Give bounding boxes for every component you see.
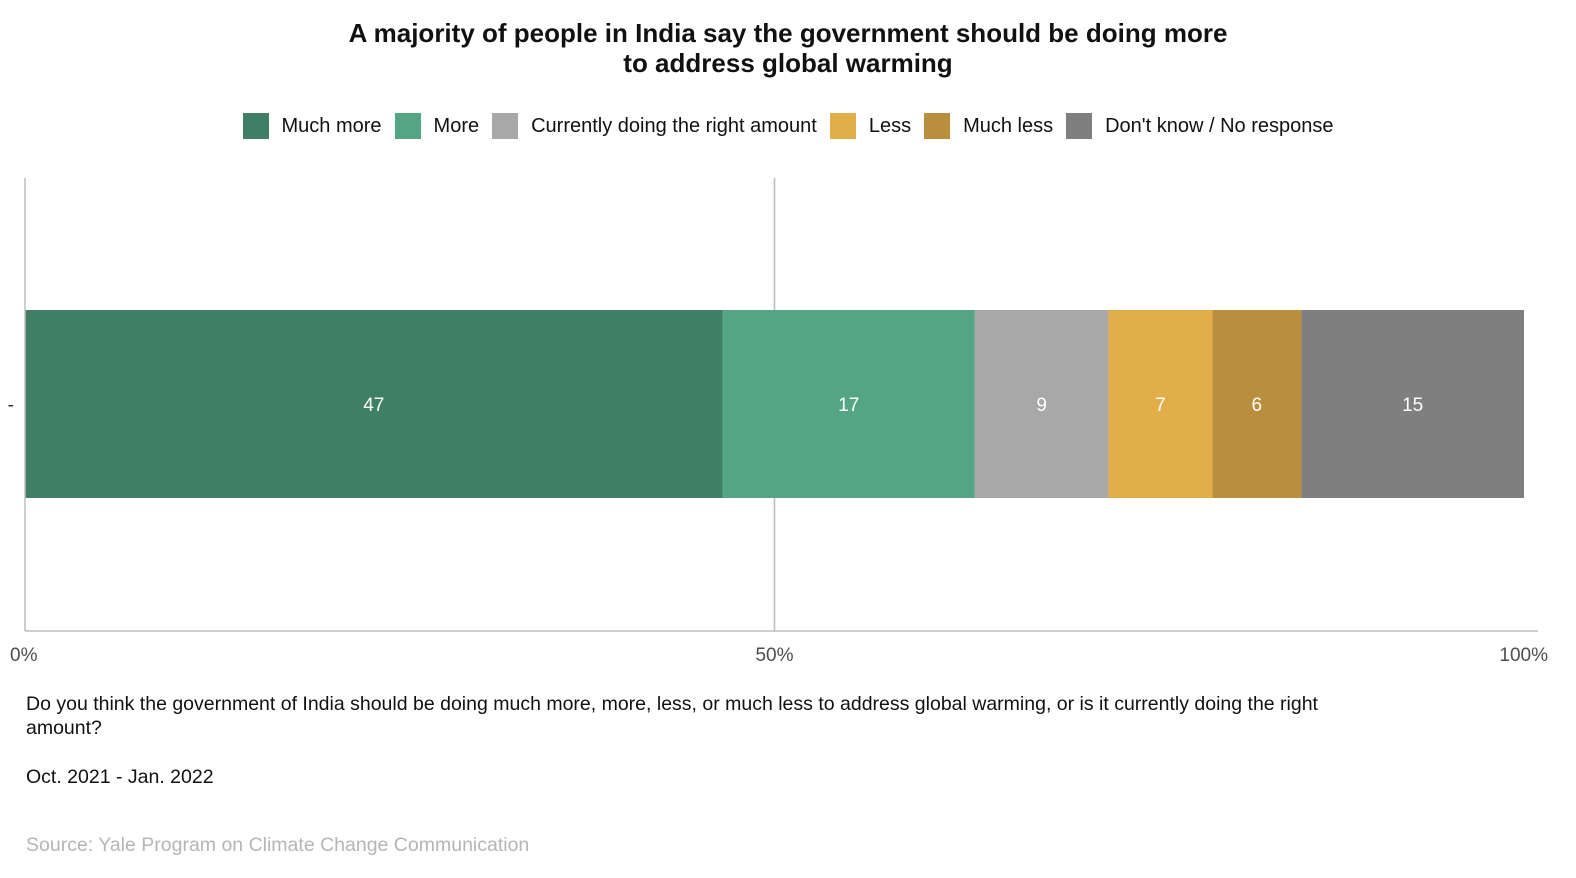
- legend-swatch: [394, 113, 421, 139]
- survey-question: Do you think the government of India sho…: [26, 693, 1318, 739]
- chart-title: A majority of people in India say the go…: [0, 18, 1576, 78]
- stacked-bar-chart: 47 17 9 7 6 15 - 0% 50% 100%: [8, 178, 1548, 666]
- bar-segment: [25, 310, 723, 498]
- legend-label: Much less: [963, 114, 1054, 137]
- legend-swatch: [924, 113, 951, 139]
- chart-title-line-2: to address global warming: [623, 48, 953, 78]
- data-label: 7: [1155, 395, 1166, 416]
- legend-swatch: [829, 113, 856, 139]
- survey-date-range: Oct. 2021 - Jan. 2022: [26, 766, 214, 788]
- source-note: Source: Yale Program on Climate Change C…: [26, 834, 530, 856]
- bar-segment: [1212, 310, 1302, 498]
- x-tick-label: 100%: [1499, 645, 1548, 666]
- legend-label: Much more: [281, 114, 382, 137]
- data-label: 17: [838, 395, 859, 416]
- data-label: 15: [1402, 395, 1423, 416]
- legend-label: Currently doing the right amount: [531, 114, 817, 137]
- legend-item: Don't know / No response: [1066, 113, 1334, 139]
- legend-item: Much less: [924, 113, 1053, 139]
- legend-item: Much more: [242, 113, 382, 139]
- legend-item: Currently doing the right amount: [492, 113, 817, 139]
- bar-segment: [1108, 310, 1213, 498]
- chart-title-line-1: A majority of people in India say the go…: [348, 18, 1228, 48]
- data-label: 9: [1036, 395, 1047, 416]
- y-tick-label: -: [8, 395, 14, 416]
- bar-segment: [1301, 310, 1524, 498]
- chart-legend: Much more More Currently doing the right a…: [0, 113, 1576, 139]
- x-tick-label: 0%: [10, 645, 38, 666]
- legend-label: Don't know / No response: [1105, 114, 1334, 137]
- x-tick-label: 50%: [755, 645, 793, 666]
- legend-swatch: [242, 113, 269, 139]
- legend-swatch: [1066, 113, 1093, 139]
- legend-swatch: [492, 113, 519, 139]
- legend-item: More: [394, 113, 480, 139]
- legend-item: Less: [829, 113, 912, 139]
- data-label: 6: [1252, 395, 1263, 416]
- data-label: 47: [363, 395, 384, 416]
- bar-segment: [722, 310, 975, 498]
- legend-label: More: [433, 114, 480, 137]
- bar-segment: [974, 310, 1109, 498]
- legend-label: Less: [868, 114, 912, 137]
